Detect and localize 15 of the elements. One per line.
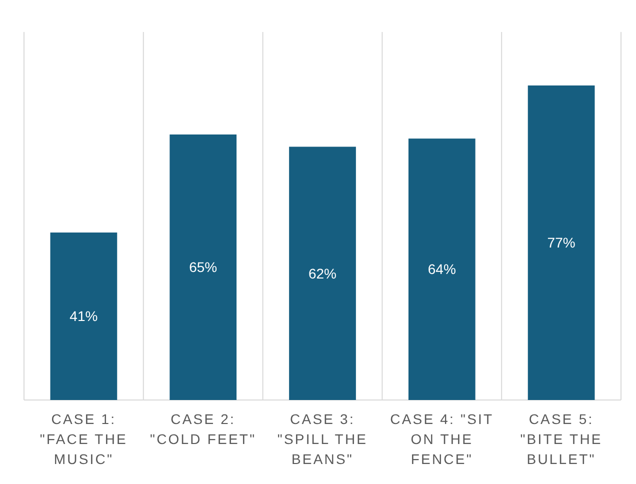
- x-tick-label: CASE 1: "FACE THE MUSIC": [40, 411, 128, 467]
- bar: [289, 146, 356, 400]
- bar: [408, 138, 476, 400]
- data-label: 41%: [70, 308, 98, 324]
- bar: [170, 134, 237, 400]
- x-tick-label: CASE 3: "SPILL THE BEANS": [277, 411, 368, 467]
- data-label: 62%: [308, 265, 337, 282]
- x-tick-label: CASE 2: "COLD FEET": [150, 411, 256, 447]
- x-tick-label: CASE 5: "BITE THE BULLET": [520, 411, 602, 467]
- data-label: 65%: [189, 259, 218, 276]
- bar: [50, 232, 118, 400]
- x-tick-label: CASE 4: "SIT ON THE FENCE": [390, 411, 494, 467]
- data-label: 64%: [428, 261, 456, 278]
- bar: [528, 85, 595, 400]
- data-label: 77%: [547, 234, 576, 251]
